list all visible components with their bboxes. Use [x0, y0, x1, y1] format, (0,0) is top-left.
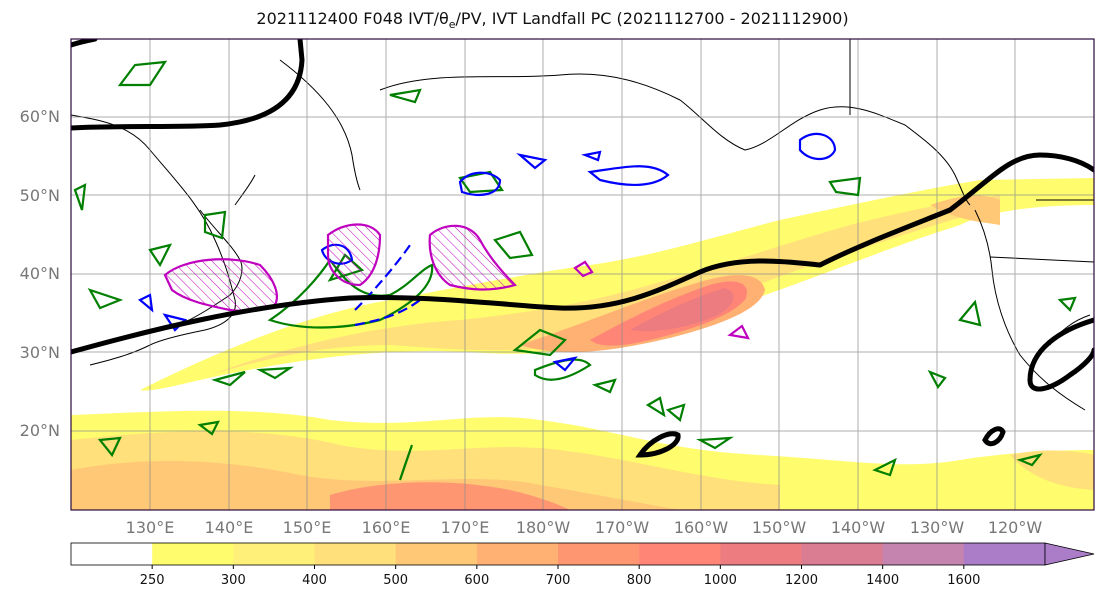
colorbar-cell [882, 543, 965, 565]
magenta-contours [163, 223, 750, 340]
colorbar-tick-label: 400 [302, 573, 327, 588]
lat-label-20: 20°N [20, 421, 60, 440]
lon-label-160w: 160°W [674, 518, 729, 537]
colorbar-cell [558, 543, 640, 565]
colorbar-cell [152, 543, 234, 565]
colorbar-cell [233, 543, 315, 565]
colorbar-tick-label: 1400 [866, 573, 899, 588]
lat-label-40: 40°N [20, 264, 60, 283]
lat-label-50: 50°N [20, 186, 60, 205]
colorbar-cell [963, 543, 1046, 565]
lat-label-60: 60°N [20, 107, 60, 126]
colorbar-cell [639, 543, 721, 565]
lon-label-150w: 150°W [752, 518, 807, 537]
colorbar-cells [70, 542, 1046, 566]
ivt-landfall-pc-contours [71, 39, 1094, 458]
lon-label-170e: 170°E [441, 518, 490, 537]
colorbar-cell [476, 543, 559, 565]
lon-label-140w: 140°W [831, 518, 886, 537]
latitude-labels: 20°N 30°N 40°N 50°N 60°N [20, 107, 60, 440]
lon-label-130w: 130°W [910, 518, 965, 537]
longitude-labels: 130°E 140°E 150°E 160°E 170°E 180°W 170°… [126, 518, 1043, 537]
lon-label-130e: 130°E [126, 518, 175, 537]
colorbar: 250 300 400 500 600 700 800 1000 1200 1400 1600 [70, 542, 1095, 588]
lon-label-160e: 160°E [362, 518, 411, 537]
colorbar-cell [314, 543, 397, 565]
lat-label-30: 30°N [20, 343, 60, 362]
map-frame [70, 38, 1095, 511]
colorbar-tick-label: 300 [221, 573, 246, 588]
colorbar-tick-label: 800 [627, 573, 652, 588]
colorbar-tick-label: 700 [546, 573, 571, 588]
colorbar-labels: 250 300 400 500 600 700 800 1000 1200 1400 1600 [140, 565, 980, 588]
theta-e-contours [73, 60, 1077, 481]
colorbar-tick-label: 250 [140, 573, 165, 588]
lon-label-150e: 150°E [283, 518, 332, 537]
colorbar-tick-label: 500 [383, 573, 408, 588]
colorbar-tick-label: 1000 [704, 573, 737, 588]
ivt-filled-contours [71, 178, 1094, 510]
colorbar-cell [720, 543, 802, 565]
lon-label-120w: 120°W [988, 518, 1043, 537]
lon-label-140e: 140°E [205, 518, 254, 537]
colorbar-tick-label: 1600 [947, 573, 980, 588]
colorbar-extend-arrow [1044, 542, 1095, 566]
colorbar-cell [71, 543, 153, 565]
lon-label-170w: 170°W [595, 518, 650, 537]
colorbar-cell [395, 543, 478, 565]
lon-label-180w: 180°W [516, 518, 571, 537]
colorbar-cell [801, 543, 884, 565]
colorbar-tick-label: 1200 [785, 573, 818, 588]
colorbar-tick-label: 600 [464, 573, 489, 588]
figure-title: 2021112400 F048 IVT/θe/PV, IVT Landfall … [256, 9, 849, 32]
